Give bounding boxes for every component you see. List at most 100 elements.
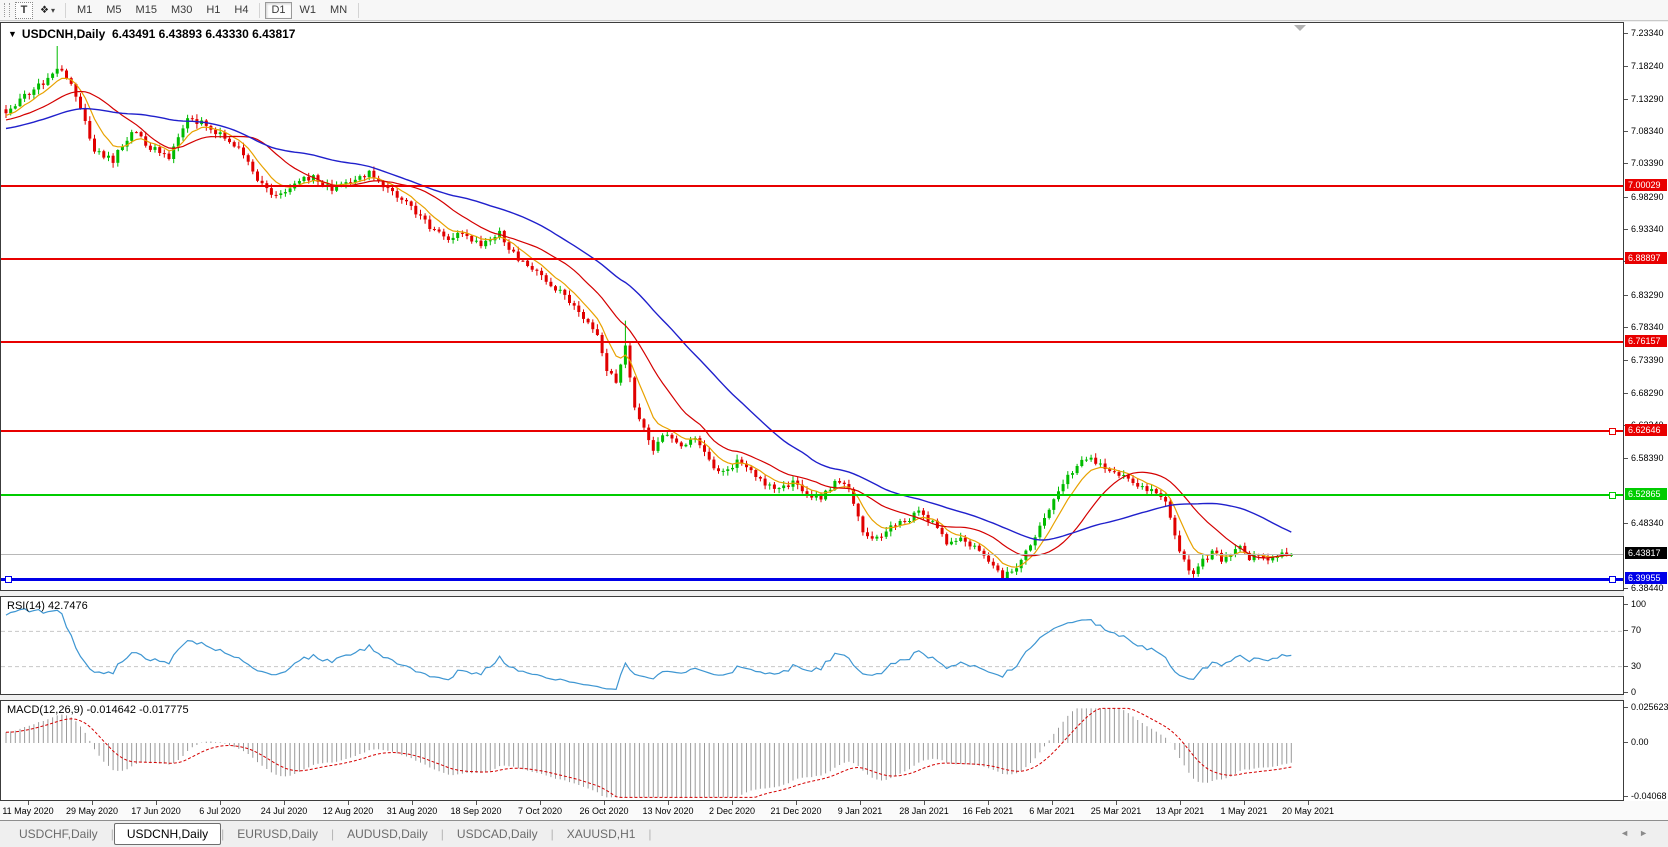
chart-ohlc-quotes: 6.43491 6.43893 6.43330 6.43817 xyxy=(111,27,296,41)
line-handle-right[interactable] xyxy=(1609,492,1616,499)
horizontal-line-6-39955[interactable] xyxy=(1,578,1623,581)
timeframe-toolbar: M1 M5 M15 M30 H1 H4 D1 W1 MN xyxy=(70,1,363,19)
toolbar-grip[interactable] xyxy=(4,3,10,17)
date-tick xyxy=(796,801,797,805)
timeframe-button-m15[interactable]: M15 xyxy=(130,2,163,19)
date-label: 9 Jan 2021 xyxy=(837,806,883,816)
date-tick xyxy=(348,801,349,805)
line-handle-right[interactable] xyxy=(1609,576,1616,583)
macd-label: MACD(12,26,9) -0.014642 -0.017775 xyxy=(7,704,189,716)
date-label: 1 May 2021 xyxy=(1220,806,1268,816)
rsi-plot[interactable] xyxy=(1,597,1623,694)
tab-separator: | xyxy=(330,827,335,841)
date-tick xyxy=(1180,801,1181,805)
chart-tab-audusd[interactable]: AUDUSD,Daily xyxy=(347,827,428,841)
ma-mid-line[interactable] xyxy=(5,90,1292,559)
date-tick xyxy=(220,801,221,805)
date-tick xyxy=(668,801,669,805)
date-label: 28 Jan 2021 xyxy=(899,806,949,816)
current-price-line xyxy=(1,554,1623,555)
chart-tab-usdcad[interactable]: USDCAD,Daily xyxy=(456,827,538,841)
level-badge-6-62646: 6.62646 xyxy=(1625,423,1667,436)
date-label: 21 Dec 2020 xyxy=(770,806,822,816)
rsi-indicator-panel[interactable]: RSI(14) 42.7476 xyxy=(0,596,1624,695)
date-label: 26 Oct 2020 xyxy=(579,806,629,816)
rsi-line xyxy=(5,608,1292,691)
horizontal-line-6-52865[interactable] xyxy=(1,494,1623,496)
date-tick xyxy=(540,801,541,805)
macd-plot[interactable] xyxy=(1,701,1623,800)
tab-scroll-left-button[interactable]: ◄ xyxy=(1620,828,1640,838)
timeframe-button-w1[interactable]: W1 xyxy=(294,2,323,19)
timeframe-button-m1[interactable]: M1 xyxy=(71,2,98,19)
date-label: 6 Mar 2021 xyxy=(1029,806,1075,816)
chart-tab-usdchf[interactable]: USDCHF,Daily xyxy=(19,827,98,841)
date-label: 20 May 2021 xyxy=(1281,806,1335,816)
level-badge-7-00029: 7.00029 xyxy=(1625,179,1667,192)
date-tick xyxy=(92,801,93,805)
date-tick xyxy=(924,801,925,805)
date-tick xyxy=(284,801,285,805)
level-badge-6-76157: 6.76157 xyxy=(1625,335,1667,348)
level-badge-6-88897: 6.88897 xyxy=(1625,252,1667,265)
tab-scroll-right-button[interactable]: ► xyxy=(1639,828,1658,838)
horizontal-line-7-00029[interactable] xyxy=(1,185,1623,187)
price-axis[interactable]: 7.23340 7.18240 7.13290 7.08340 7.03390 6.982… xyxy=(1624,22,1668,801)
date-tick xyxy=(604,801,605,805)
date-tick xyxy=(1244,801,1245,805)
chart-symbol-period: USDCNH,Daily xyxy=(21,27,106,41)
horizontal-line-6-88897[interactable] xyxy=(1,258,1623,260)
horizontal-line-6-62646[interactable] xyxy=(1,430,1623,432)
level-badge-6-39955: 6.39955 xyxy=(1625,572,1667,585)
timeframe-button-m5[interactable]: M5 xyxy=(100,2,127,19)
date-label: 7 Oct 2020 xyxy=(517,806,563,816)
toolbar-separator xyxy=(259,2,261,18)
date-label: 17 Jun 2020 xyxy=(131,806,181,816)
tab-separator: | xyxy=(550,827,554,841)
objects-dropdown-button[interactable]: ❖ ▾ xyxy=(35,2,60,19)
line-handle-right[interactable] xyxy=(1609,428,1616,435)
date-tick xyxy=(988,801,989,805)
date-label: 25 Mar 2021 xyxy=(1090,806,1142,816)
date-tick xyxy=(732,801,733,805)
chart-tab-usdcnh[interactable]: USDCNH,Daily xyxy=(113,823,222,845)
toolbar: T ❖ ▾ M1 M5 M15 M30 H1 H4 D1 W1 MN xyxy=(0,0,1668,21)
date-tick xyxy=(860,801,861,805)
chart-tab-eurusd[interactable]: EURUSD,Daily xyxy=(237,827,318,841)
text-tool-button[interactable]: T xyxy=(15,1,33,19)
ma-slow-line[interactable] xyxy=(5,107,1292,541)
timeframe-button-h1[interactable]: H1 xyxy=(200,2,226,19)
rsi-label: RSI(14) 42.7476 xyxy=(7,600,88,612)
date-axis[interactable]: 11 May 2020 29 May 2020 17 Jun 2020 6 Jul 2… xyxy=(0,801,1668,820)
date-label: 29 May 2020 xyxy=(65,806,119,816)
ma-fast-line[interactable] xyxy=(5,77,1292,568)
macd-indicator-panel[interactable]: MACD(12,26,9) -0.014642 -0.017775 xyxy=(0,700,1624,801)
tab-separator: | xyxy=(440,827,444,841)
toolbar-separator xyxy=(358,2,360,18)
date-label: 13 Apr 2021 xyxy=(1155,806,1205,816)
tab-separator: | xyxy=(110,827,114,841)
chart-shift-marker[interactable] xyxy=(1294,25,1306,31)
chart-tab-xauusd[interactable]: XAUUSD,H1 xyxy=(566,827,636,841)
symbol-menu-icon[interactable]: ▼ xyxy=(8,29,17,39)
current-price-badge: 6.43817 xyxy=(1625,546,1667,559)
candlestick-chart[interactable] xyxy=(1,23,1623,590)
horizontal-line-6-76157[interactable] xyxy=(1,341,1623,343)
date-tick xyxy=(412,801,413,805)
line-handle-left[interactable] xyxy=(5,576,12,583)
timeframe-button-h4[interactable]: H4 xyxy=(228,2,254,19)
date-tick xyxy=(28,801,29,805)
date-label: 18 Sep 2020 xyxy=(450,806,502,816)
main-chart-panel[interactable]: ▼ USDCNH,Daily 6.43491 6.43893 6.43330 6.… xyxy=(0,22,1624,591)
date-tick xyxy=(1052,801,1053,805)
timeframe-button-mn[interactable]: MN xyxy=(324,2,353,19)
chart-tab-bar: USDCHF,Daily | USDCNH,Daily | EURUSD,Daily | A… xyxy=(0,820,1668,847)
date-label: 6 Jul 2020 xyxy=(199,806,241,816)
date-tick xyxy=(1116,801,1117,805)
timeframe-button-d1[interactable]: D1 xyxy=(265,1,292,19)
timeframe-button-m30[interactable]: M30 xyxy=(165,2,198,19)
tab-separator: | xyxy=(221,827,225,841)
tab-separator: | xyxy=(648,827,652,841)
macd-histogram xyxy=(5,708,1292,798)
